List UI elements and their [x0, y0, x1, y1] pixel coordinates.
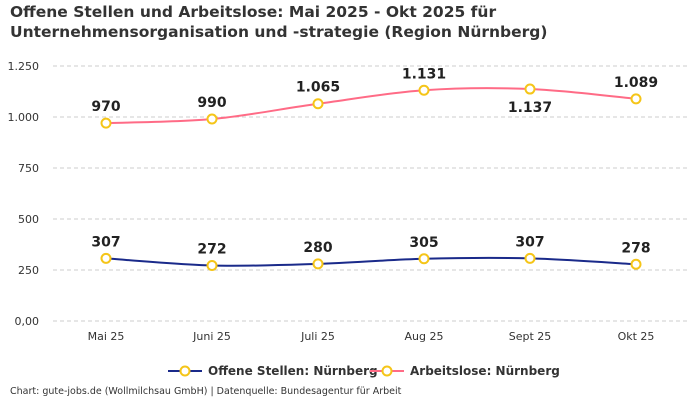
data-point [524, 83, 536, 95]
series-line [105, 87, 637, 125]
data-label: 272 [197, 242, 226, 258]
y-tick-label: 1.000 [8, 111, 40, 124]
series-line [105, 256, 637, 267]
x-tick-label: Aug 25 [405, 330, 444, 343]
x-tick-label: Juni 25 [192, 330, 231, 343]
x-tick-label: Mai 25 [88, 330, 125, 343]
data-point [312, 98, 324, 110]
data-label: 307 [515, 234, 544, 250]
data-point [206, 113, 218, 125]
data-point [206, 260, 218, 272]
chart-source: Chart: gute-jobs.de (Wollmilchsau GmbH) … [10, 386, 402, 397]
legend-label: Offene Stellen: Nürnberg [208, 364, 378, 378]
y-tick-label: 250 [18, 264, 39, 277]
data-point [418, 84, 430, 96]
data-point [630, 258, 642, 270]
x-tick-label: Juli 25 [300, 330, 335, 343]
y-tick-label: 500 [18, 213, 39, 226]
data-label: 307 [91, 234, 120, 250]
legend-marker [381, 365, 393, 377]
data-label: 1.137 [508, 100, 552, 116]
y-tick-label: 0,00 [15, 315, 40, 328]
data-label: 278 [621, 240, 650, 256]
data-label: 1.089 [614, 75, 658, 91]
x-tick-label: Okt 25 [618, 330, 655, 343]
legend-marker [179, 365, 191, 377]
data-label: 1.131 [402, 66, 446, 82]
data-label: 1.065 [296, 80, 340, 96]
data-point [524, 252, 536, 264]
data-label: 280 [303, 240, 332, 256]
y-tick-label: 750 [18, 162, 39, 175]
data-point [630, 93, 642, 105]
chart-title: Offene Stellen und Arbeitslose: Mai 2025… [10, 3, 548, 41]
x-tick-label: Sept 25 [509, 330, 552, 343]
legend-label: Arbeitslose: Nürnberg [410, 364, 560, 378]
data-point [100, 252, 112, 264]
y-tick-label: 1.250 [8, 60, 40, 73]
data-point [100, 117, 112, 129]
data-label: 305 [409, 235, 438, 251]
data-label: 990 [197, 95, 226, 111]
data-label: 970 [91, 99, 120, 115]
data-point [418, 253, 430, 265]
data-point [312, 258, 324, 270]
